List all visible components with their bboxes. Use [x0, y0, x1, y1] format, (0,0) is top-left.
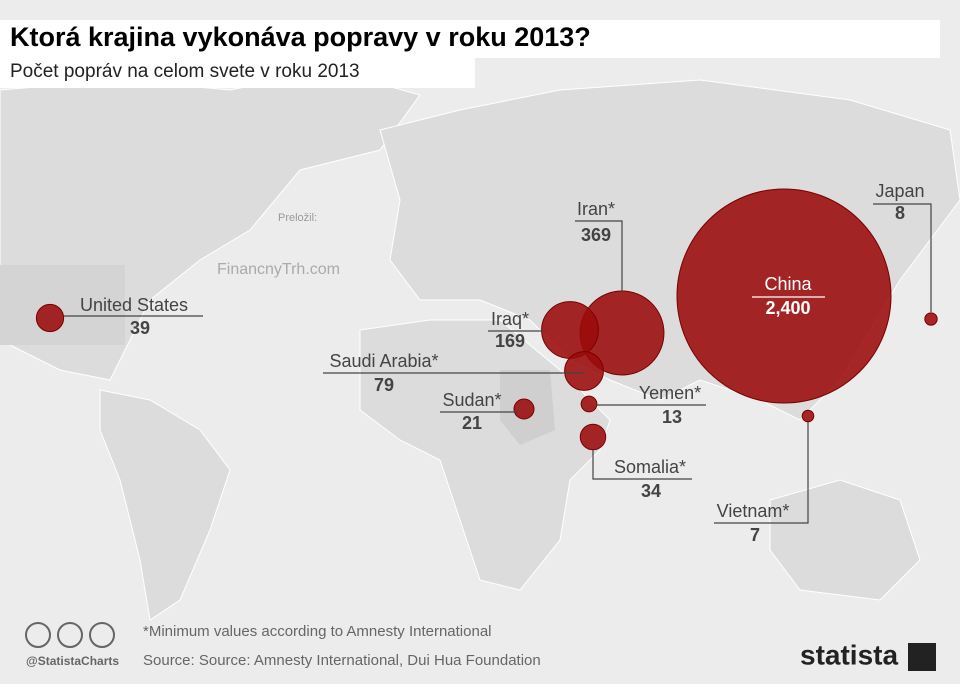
value-label: 369	[581, 225, 611, 245]
value-label: 21	[462, 413, 482, 433]
footnote: *Minimum values according to Amnesty Int…	[143, 623, 492, 640]
bubble	[580, 395, 598, 413]
source: Source: Source: Amnesty International, D…	[143, 652, 541, 669]
bubble	[513, 398, 535, 420]
brand: statista	[800, 639, 898, 670]
bubble	[801, 409, 815, 423]
value-label: 2,400	[765, 298, 810, 318]
leader-line	[575, 220, 623, 292]
brand-logo	[908, 643, 936, 671]
bubble	[35, 303, 65, 333]
chart-subtitle: Počet popráv na celom svete v roku 2013	[10, 61, 360, 82]
leader-line	[873, 203, 932, 312]
value-label: 7	[750, 525, 760, 545]
country-label: China	[764, 274, 812, 294]
country-label: Vietnam*	[717, 501, 790, 521]
value-label: 34	[641, 481, 661, 501]
cc-icons	[25, 622, 115, 648]
value-label: 13	[662, 407, 682, 427]
leader-line	[714, 422, 809, 524]
country-label: Yemen*	[639, 383, 701, 403]
translator: Preložil:	[278, 212, 317, 224]
country-label: Sudan*	[442, 390, 501, 410]
bubble	[564, 351, 604, 391]
chart-title: Ktorá krajina vykonáva popravy v roku 20…	[10, 22, 591, 52]
country-label: Somalia*	[614, 457, 686, 477]
value-label: 169	[495, 331, 525, 351]
handle: @StatistaCharts	[26, 654, 119, 668]
leader-line	[592, 450, 692, 480]
country-label: United States	[80, 295, 188, 315]
country-label: Saudi Arabia*	[329, 351, 438, 371]
subtitle-bg	[0, 58, 475, 88]
country-label: Iran*	[577, 199, 615, 219]
value-label: 39	[130, 318, 150, 338]
value-label: 8	[895, 203, 905, 223]
watermark: FinancnyTrh.com	[217, 261, 340, 278]
usa-highlight	[0, 265, 125, 345]
value-label: 79	[374, 375, 394, 395]
bubble	[541, 301, 599, 359]
bubble	[676, 188, 892, 404]
title-bg	[0, 20, 940, 58]
bubble	[924, 312, 938, 326]
country-label: Japan	[875, 181, 924, 201]
bubble	[579, 423, 607, 451]
country-label: Iraq*	[491, 309, 529, 329]
